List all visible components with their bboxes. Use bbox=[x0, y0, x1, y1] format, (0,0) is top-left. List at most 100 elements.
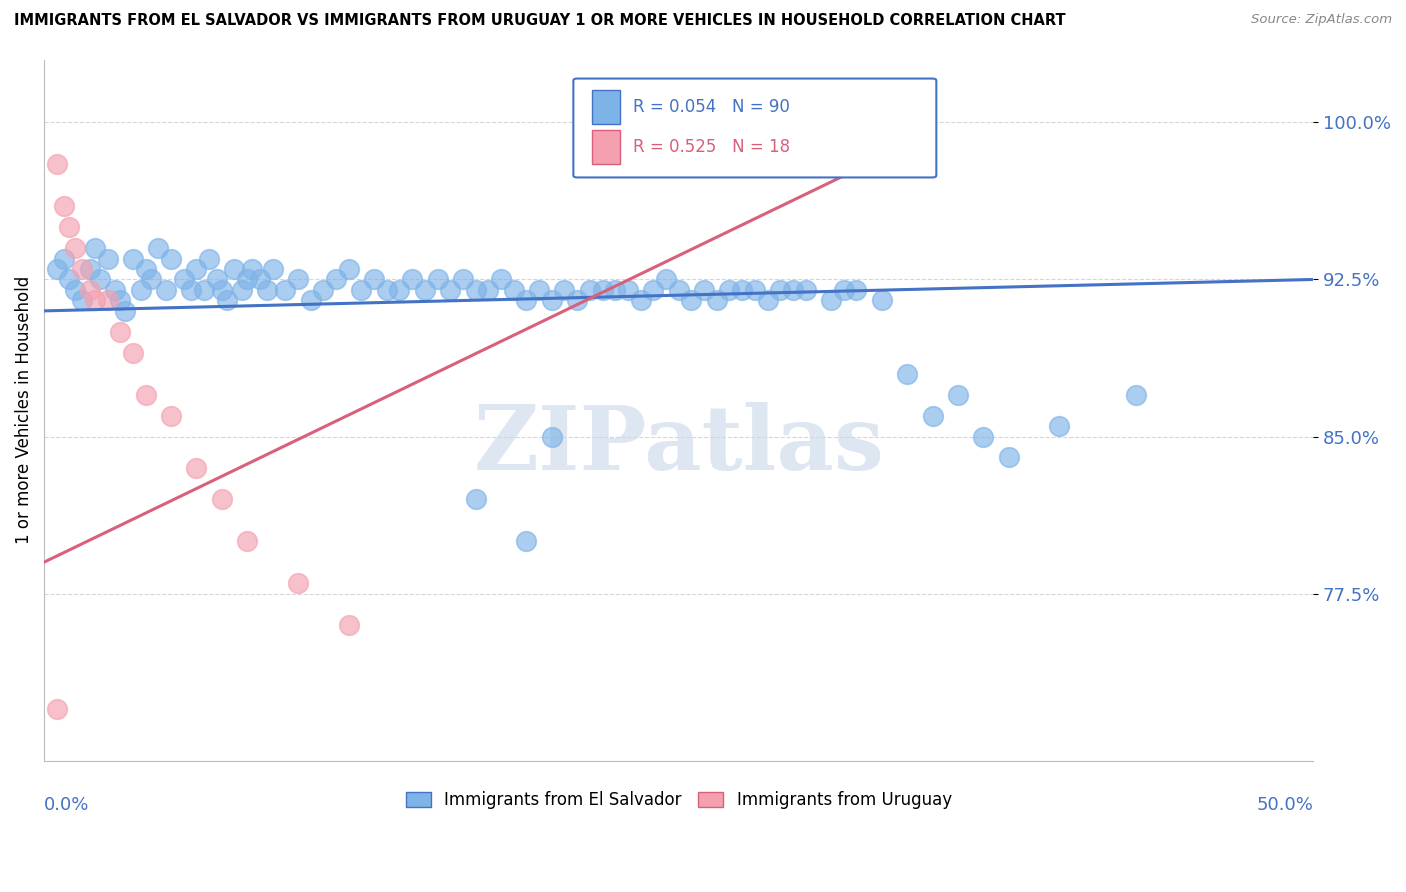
Point bbox=[477, 283, 499, 297]
Point bbox=[89, 272, 111, 286]
Point bbox=[299, 293, 322, 308]
Point bbox=[97, 252, 120, 266]
Point bbox=[630, 293, 652, 308]
Point bbox=[464, 492, 486, 507]
Legend: Immigrants from El Salvador, Immigrants from Uruguay: Immigrants from El Salvador, Immigrants … bbox=[399, 785, 959, 816]
Point bbox=[173, 272, 195, 286]
Point bbox=[375, 283, 398, 297]
Point bbox=[186, 461, 208, 475]
Point bbox=[820, 293, 842, 308]
Point bbox=[148, 241, 170, 255]
Point bbox=[70, 293, 93, 308]
Text: 0.0%: 0.0% bbox=[44, 797, 90, 814]
Point bbox=[180, 283, 202, 297]
Point bbox=[312, 283, 335, 297]
Point bbox=[540, 429, 562, 443]
Point bbox=[240, 262, 263, 277]
Point bbox=[579, 283, 602, 297]
Point bbox=[160, 409, 183, 423]
Point bbox=[45, 262, 67, 277]
Point bbox=[540, 293, 562, 308]
Point bbox=[186, 262, 208, 277]
Point bbox=[160, 252, 183, 266]
Point bbox=[231, 283, 253, 297]
Point bbox=[731, 283, 754, 297]
Point bbox=[617, 283, 640, 297]
Point bbox=[287, 576, 309, 591]
Point bbox=[135, 387, 157, 401]
Point bbox=[439, 283, 461, 297]
Point bbox=[198, 252, 221, 266]
Point bbox=[896, 367, 918, 381]
Point bbox=[135, 262, 157, 277]
Point bbox=[79, 262, 101, 277]
Point bbox=[489, 272, 512, 286]
Y-axis label: 1 or more Vehicles in Household: 1 or more Vehicles in Household bbox=[15, 277, 32, 544]
Point bbox=[215, 293, 238, 308]
Point bbox=[921, 409, 943, 423]
Text: R = 0.054   N = 90: R = 0.054 N = 90 bbox=[633, 98, 790, 116]
Point bbox=[45, 702, 67, 716]
Point bbox=[337, 262, 360, 277]
FancyBboxPatch shape bbox=[574, 78, 936, 178]
Point bbox=[782, 283, 804, 297]
Point bbox=[350, 283, 373, 297]
Point bbox=[256, 283, 278, 297]
Point bbox=[114, 304, 136, 318]
Point bbox=[592, 283, 614, 297]
Point bbox=[515, 534, 537, 549]
Point bbox=[63, 241, 86, 255]
Point bbox=[325, 272, 347, 286]
Point bbox=[129, 283, 152, 297]
Point bbox=[605, 283, 627, 297]
FancyBboxPatch shape bbox=[592, 90, 620, 124]
Point bbox=[681, 293, 703, 308]
Point bbox=[794, 283, 817, 297]
Point bbox=[997, 450, 1019, 465]
Point bbox=[249, 272, 271, 286]
Point bbox=[401, 272, 423, 286]
Point bbox=[363, 272, 385, 286]
Point bbox=[83, 241, 105, 255]
Point bbox=[668, 283, 690, 297]
Point bbox=[122, 252, 145, 266]
Point bbox=[211, 492, 233, 507]
Point bbox=[236, 534, 259, 549]
FancyBboxPatch shape bbox=[592, 130, 620, 164]
Point bbox=[553, 283, 575, 297]
Point bbox=[53, 252, 76, 266]
Point bbox=[104, 283, 127, 297]
Point bbox=[426, 272, 449, 286]
Text: IMMIGRANTS FROM EL SALVADOR VS IMMIGRANTS FROM URUGUAY 1 OR MORE VEHICLES IN HOU: IMMIGRANTS FROM EL SALVADOR VS IMMIGRANT… bbox=[14, 13, 1066, 29]
Point bbox=[205, 272, 228, 286]
Point bbox=[655, 272, 678, 286]
Point bbox=[643, 283, 665, 297]
Point bbox=[155, 283, 177, 297]
Point bbox=[946, 387, 969, 401]
Point bbox=[464, 283, 486, 297]
Text: Source: ZipAtlas.com: Source: ZipAtlas.com bbox=[1251, 13, 1392, 27]
Point bbox=[274, 283, 297, 297]
Point bbox=[693, 283, 716, 297]
Point bbox=[70, 262, 93, 277]
Point bbox=[832, 283, 855, 297]
Point bbox=[527, 283, 550, 297]
Point bbox=[515, 293, 537, 308]
Text: ZIPatlas: ZIPatlas bbox=[474, 402, 884, 489]
Point bbox=[337, 618, 360, 632]
Point bbox=[97, 293, 120, 308]
Point bbox=[744, 283, 766, 297]
Point bbox=[262, 262, 284, 277]
Point bbox=[139, 272, 162, 286]
Point bbox=[45, 157, 67, 171]
Point bbox=[110, 325, 132, 339]
Point bbox=[769, 283, 792, 297]
Text: R = 0.525   N = 18: R = 0.525 N = 18 bbox=[633, 138, 790, 156]
Point bbox=[718, 283, 741, 297]
Point bbox=[972, 429, 994, 443]
Point bbox=[58, 220, 80, 235]
Point bbox=[1125, 387, 1147, 401]
Point bbox=[413, 283, 436, 297]
Point bbox=[706, 293, 728, 308]
Point bbox=[1049, 419, 1071, 434]
